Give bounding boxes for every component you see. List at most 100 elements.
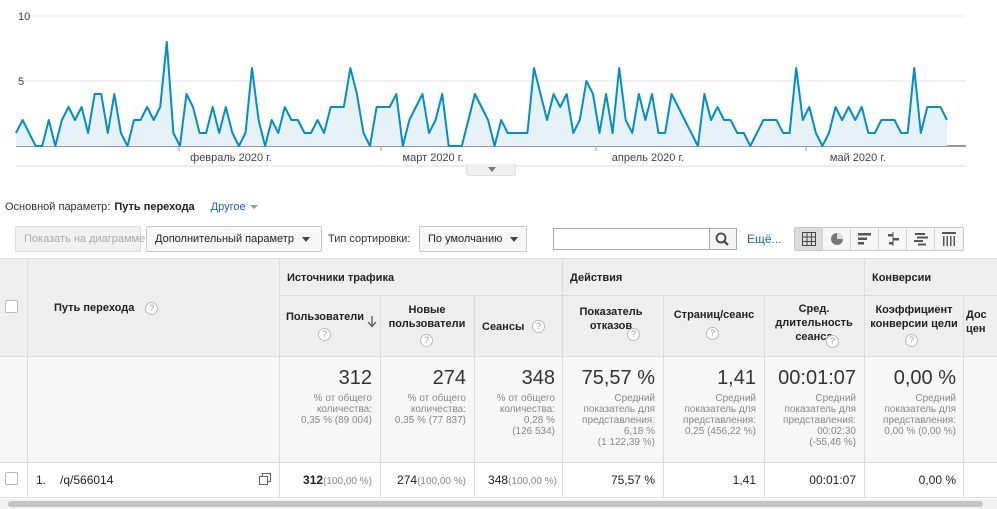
x-axis-label: март 2020 г.	[403, 152, 464, 164]
summary-pages-per-session: 1,41 Средний показатель для представлени…	[667, 366, 756, 437]
divider	[474, 295, 475, 497]
y-tick-label: 5	[18, 76, 24, 88]
plot-rows-button[interactable]: Показать на диаграмме	[15, 226, 145, 252]
summary-users-line1: % от общего	[313, 393, 372, 404]
help-icon[interactable]: ?	[905, 334, 918, 347]
secondary-dimension-dropdown[interactable]: Дополнительный параметр	[146, 226, 322, 252]
search-button[interactable]	[709, 228, 737, 250]
summary-duration-line1: Средний	[815, 393, 856, 404]
primary-dimension-other[interactable]: Другое	[211, 201, 258, 213]
column-header-path[interactable]: Путь перехода ?	[54, 301, 159, 315]
bar-chart-icon	[858, 233, 871, 245]
column-header-new-users[interactable]: Новые пользователи	[388, 304, 466, 330]
summary-bounce-line5: (1 122,39 %)	[597, 437, 655, 448]
pie-chart-icon	[831, 233, 843, 245]
divider	[279, 295, 997, 296]
summary-sessions-line4: (126 534)	[512, 426, 555, 437]
open-page-icon[interactable]	[259, 473, 271, 485]
comparison-icon	[888, 232, 899, 246]
row-new-users-value: 274	[397, 473, 418, 487]
summary-new-users-value: 274	[432, 367, 466, 389]
advanced-filter-link[interactable]: Ещё...	[747, 232, 782, 246]
select-all-checkbox[interactable]	[5, 300, 18, 313]
help-icon[interactable]: ?	[532, 320, 545, 333]
row-avg-duration: 00:01:07	[809, 473, 856, 487]
row-sessions: 348(100,00 %)	[478, 473, 557, 487]
sort-type-label: Тип сортировки:	[328, 233, 411, 245]
summary-pages-line2: показатель для	[684, 404, 756, 415]
x-axis-label: апрель 2020 г.	[612, 152, 684, 164]
scrollbar-thumb[interactable]	[8, 501, 983, 507]
chevron-down-icon	[301, 236, 310, 242]
summary-bounce-line4: 6,18 %	[623, 426, 655, 437]
divider	[0, 497, 997, 498]
horizontal-scrollbar[interactable]	[0, 499, 997, 509]
table-toolbar: Показать на диаграмме Дополнительный пар…	[0, 222, 997, 258]
pivot-table-icon	[942, 232, 956, 246]
summary-users-line2: количества:	[316, 404, 372, 415]
help-icon[interactable]: ?	[706, 327, 719, 340]
column-header-sessions[interactable]: Сеансы	[482, 321, 525, 333]
chart-collapse-toggle[interactable]	[466, 164, 516, 176]
primary-dimension-label: Основной параметр:	[5, 201, 111, 213]
view-pie-button[interactable]	[823, 228, 851, 250]
primary-dimension-row: Основной параметр: Путь перехода Другое	[5, 200, 258, 214]
report-table: Путь перехода ? Источники трафика Действ…	[0, 258, 997, 509]
divider	[0, 258, 997, 259]
x-axis-label: май 2020 г.	[830, 152, 886, 164]
sort-descending-icon[interactable]	[367, 316, 377, 328]
help-icon[interactable]: ?	[627, 328, 640, 341]
chart-area-fill	[16, 42, 947, 146]
summary-duration-line2: показатель для	[784, 404, 856, 415]
secondary-dimension-label: Дополнительный параметр	[155, 233, 294, 245]
help-icon[interactable]: ?	[145, 301, 159, 315]
summary-duration-line4: 00:02:30	[817, 426, 856, 437]
column-header-pages-per-session[interactable]: Страниц/сеанс	[673, 309, 755, 321]
divider	[27, 258, 28, 497]
view-comparison-button[interactable]	[879, 228, 907, 250]
sort-type-value: По умолчанию	[428, 233, 503, 245]
divider	[864, 258, 865, 497]
help-icon[interactable]: ?	[318, 328, 331, 341]
view-table-button[interactable]	[795, 228, 823, 250]
chart-series-line	[15, 41, 948, 147]
column-header-conversion-rate[interactable]: Коэффициент конверсии цели	[870, 304, 958, 330]
summary-conv-value: 0,00 %	[893, 367, 956, 389]
sessions-line-chart: 5 10 февраль 2020 г. март 2020 г. апрель 20…	[0, 0, 997, 178]
column-header-goal-completions[interactable]: Дос цен	[966, 309, 987, 335]
summary-new-users: 274 % от общего количества: 0,35 % (77 8…	[384, 366, 466, 426]
view-pivot-button[interactable]	[935, 228, 963, 250]
summary-sessions-line3: 0,28 %	[523, 415, 555, 426]
divider	[380, 295, 381, 497]
summary-bounce-line2: показатель для	[583, 404, 655, 415]
search-icon	[715, 232, 729, 246]
column-header-users[interactable]: Пользователи	[285, 311, 364, 323]
summary-conv-line3: представления:	[883, 415, 956, 426]
view-term-cloud-button[interactable]	[907, 228, 935, 250]
help-icon[interactable]: ?	[420, 334, 433, 347]
summary-pages-value: 1,41	[717, 367, 756, 389]
summary-conv-line2: показатель для	[884, 404, 956, 415]
summary-sessions-value: 348	[521, 367, 555, 389]
row-index: 1.	[36, 473, 47, 487]
summary-row	[0, 356, 997, 462]
row-new-users: 274(100,00 %)	[384, 473, 466, 487]
table-search-input[interactable]	[553, 228, 710, 250]
summary-users-line3: 0,35 % (89 004)	[300, 415, 372, 426]
row-checkbox[interactable]	[5, 472, 18, 485]
row-path-link[interactable]: /q/566014	[60, 473, 114, 487]
sort-type-dropdown[interactable]: По умолчанию	[419, 226, 527, 252]
summary-conv-line4: 0,00 % (0,00 %)	[884, 426, 956, 437]
column-header-avg-duration[interactable]: Сред. длительность сеанса	[775, 303, 853, 343]
primary-dimension-current: Путь перехода	[114, 201, 195, 213]
column-header-bounce-rate[interactable]: Показатель отказов	[579, 306, 643, 332]
row-bounce-rate: 75,57 %	[610, 473, 655, 487]
view-bar-button[interactable]	[851, 228, 879, 250]
divider	[764, 295, 765, 497]
summary-new-users-line3: 0,35 % (77 837)	[394, 415, 466, 426]
summary-pages-line4: 0,25 (456,22 %)	[684, 426, 756, 437]
summary-duration-line5: (-55,46 %)	[809, 437, 856, 448]
help-icon[interactable]: ?	[826, 335, 839, 348]
summary-new-users-line2: количества:	[410, 404, 466, 415]
table-row	[0, 462, 997, 497]
